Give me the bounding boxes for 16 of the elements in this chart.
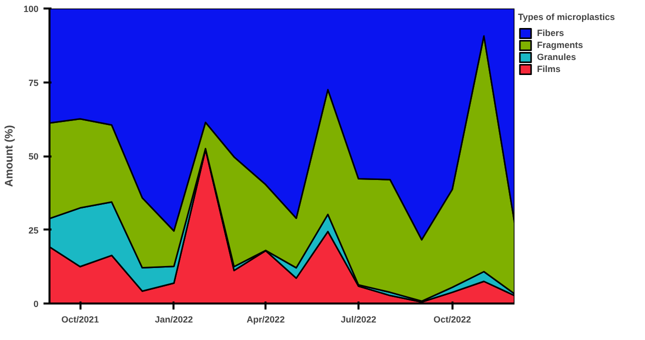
legend-label: Films — [537, 63, 561, 75]
y-tick-label: 75 — [28, 78, 39, 88]
x-tick-label: Oct/2022 — [434, 314, 472, 324]
x-tick-label: Oct/2021 — [61, 314, 99, 324]
x-tick-label: Jul/2022 — [340, 314, 376, 324]
y-tick-label: 25 — [28, 225, 39, 236]
legend-title: Types of microplastics — [518, 12, 615, 22]
legend-label: Fibers — [537, 27, 564, 39]
x-tick-label: Apr/2022 — [246, 314, 285, 324]
legend-label: Fragments — [537, 39, 584, 51]
legend-label: Granules — [537, 51, 576, 63]
y-tick-label: 50 — [28, 152, 39, 162]
x-tick-label: Jan/2022 — [154, 314, 193, 324]
y-tick-label: 0 — [33, 299, 39, 309]
y-tick-label: 100 — [23, 4, 39, 14]
y-axis-title: Amount (%) — [3, 124, 16, 187]
